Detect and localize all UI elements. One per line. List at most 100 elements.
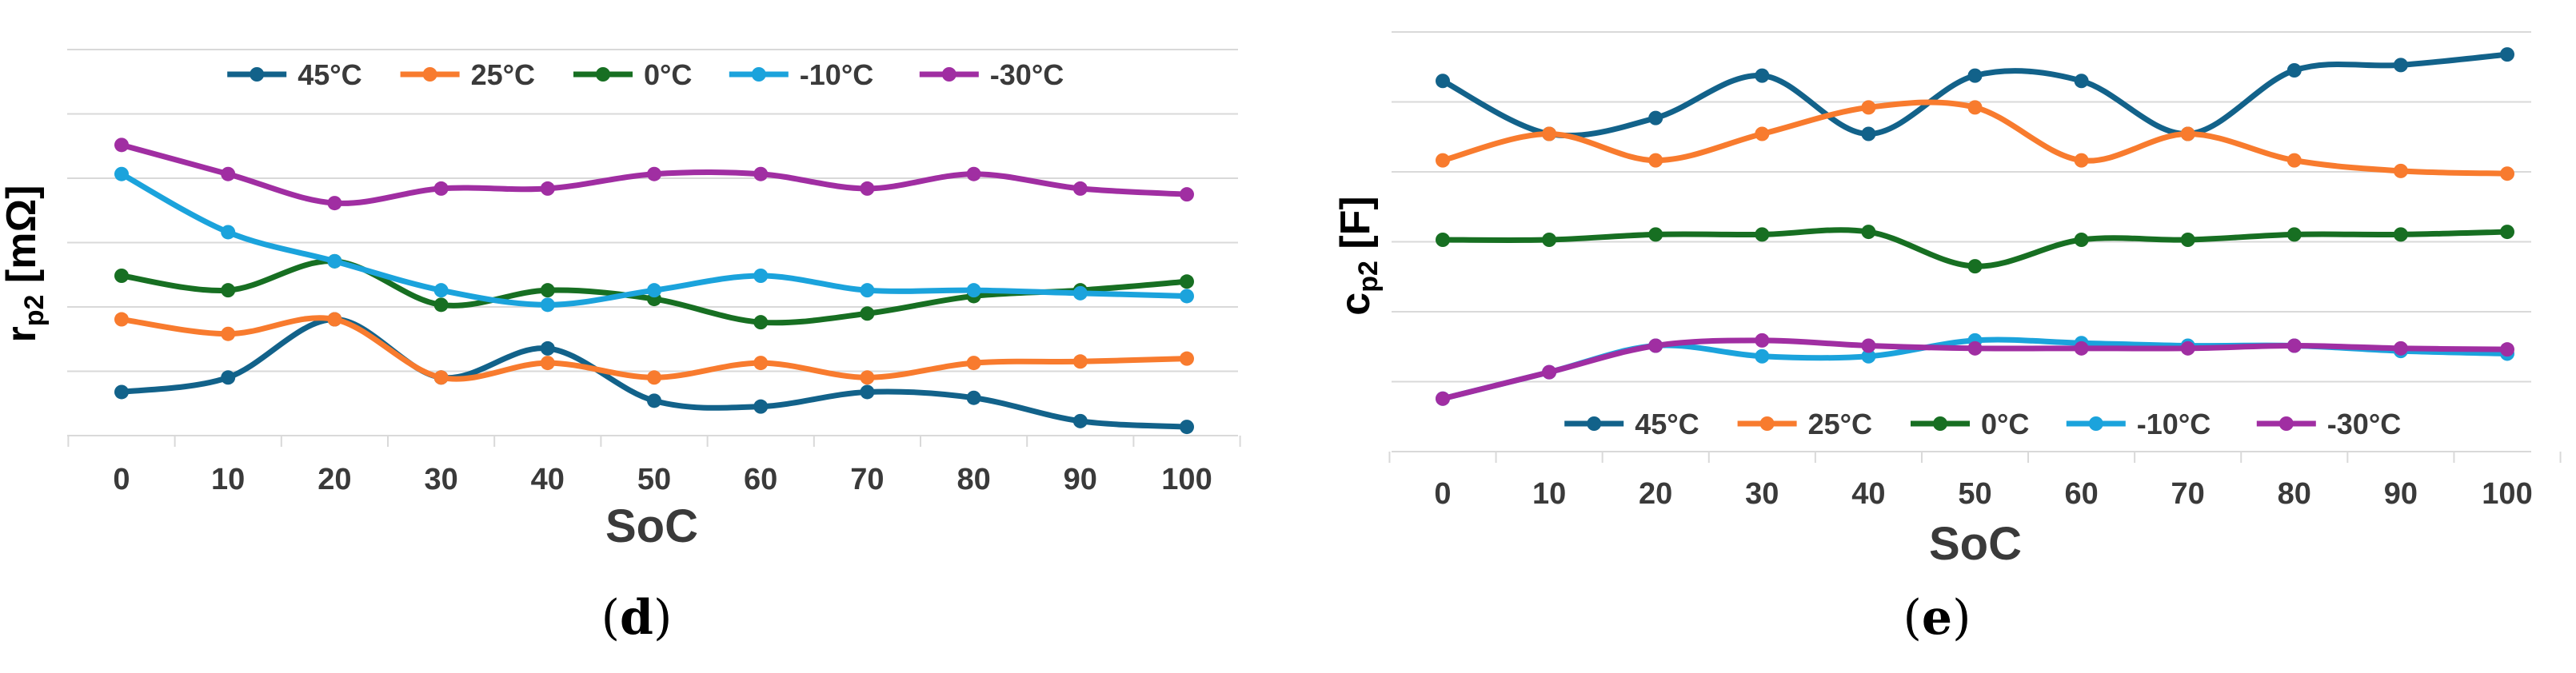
legend-label: -30°C: [2327, 408, 2401, 440]
data-point: [860, 370, 875, 385]
x-axis-ticks: [1388, 452, 2562, 463]
data-point: [221, 166, 236, 181]
data-point: [1861, 338, 1876, 353]
data-point: [860, 181, 875, 196]
data-point: [1436, 153, 1450, 168]
legend-item: -30°C: [919, 58, 1064, 91]
data-point: [2286, 227, 2302, 242]
data-point: [433, 283, 449, 298]
x-tick-label: 40: [531, 463, 565, 496]
data-point: [221, 370, 236, 385]
data-point: [221, 225, 236, 240]
legend-label: -10°C: [2137, 408, 2211, 440]
data-point: [1180, 351, 1194, 366]
data-point: [1861, 126, 1876, 141]
data-point: [1072, 181, 1088, 196]
legend-label: 25°C: [471, 58, 535, 91]
data-point: [2180, 233, 2195, 247]
chart-panel-d: 0 10 20 30 40 50 60 70 80 90 100 SoC rp2 [mΩ] 45°C 25°…: [0, 49, 1241, 552]
data-point: [540, 283, 555, 298]
data-point: [1648, 338, 1663, 353]
series-sm10: [114, 166, 1194, 313]
data-point: [2393, 227, 2408, 242]
data-point: [2500, 342, 2514, 357]
legend-label: 0°C: [1981, 408, 2029, 440]
data-point: [2393, 340, 2408, 356]
data-point: [1755, 68, 1770, 83]
data-point: [966, 283, 981, 298]
legend-label: -10°C: [800, 58, 873, 91]
x-tick-label: 50: [637, 463, 671, 496]
data-point: [1648, 110, 1663, 125]
data-point: [860, 283, 875, 298]
series-sm30: [1436, 333, 2514, 406]
legend-label: -30°C: [990, 58, 1064, 91]
x-tick-label: 20: [1639, 477, 1672, 511]
x-tick-label: 60: [744, 463, 777, 496]
data-point: [221, 283, 236, 298]
legend-label: 45°C: [1635, 408, 1699, 440]
x-tick-label: 10: [211, 463, 245, 496]
x-tick-label: 30: [424, 463, 457, 496]
x-tick-label: 70: [2171, 477, 2205, 511]
data-point: [1755, 126, 1770, 141]
data-point: [2500, 166, 2514, 181]
data-point: [860, 384, 875, 400]
data-point: [1967, 68, 1983, 83]
x-tick-label: 80: [957, 463, 990, 496]
data-point: [2286, 153, 2302, 168]
x-tick-label: 0: [1434, 477, 1451, 511]
data-point: [647, 393, 661, 408]
data-point: [433, 181, 449, 196]
data-point: [2286, 63, 2302, 78]
data-point: [966, 390, 981, 405]
data-point: [1967, 340, 1983, 356]
data-point: [433, 297, 449, 313]
legend: 45°C 25°C 0°C -10°C -30°C: [227, 58, 1064, 91]
gridlines: [1392, 31, 2531, 452]
legend-marker: [2278, 416, 2294, 431]
data-point: [1542, 126, 1557, 141]
data-point: [2074, 233, 2089, 247]
data-point: [966, 356, 981, 371]
legend-item: 0°C: [1911, 408, 2029, 440]
series-s25: [114, 312, 1194, 385]
legend-marker: [250, 67, 265, 82]
data-point: [2393, 58, 2408, 73]
legend-marker: [1759, 416, 1775, 431]
data-point: [327, 312, 342, 327]
data-point: [2393, 163, 2408, 178]
data-point: [327, 253, 342, 269]
data-point: [1072, 285, 1088, 301]
data-point: [540, 181, 555, 196]
series-sm30: [114, 137, 1194, 211]
legend-marker: [596, 67, 610, 82]
data-point: [2074, 153, 2089, 168]
data-point: [753, 356, 769, 371]
data-point: [114, 269, 129, 283]
x-tick-labels: 0 10 20 30 40 50 60 70 80 90 100: [113, 463, 1212, 496]
x-axis-label: SoC: [605, 500, 698, 552]
data-point: [1180, 420, 1194, 435]
legend-item: 45°C: [227, 58, 362, 91]
data-point: [647, 370, 661, 385]
data-point: [1967, 100, 1983, 115]
legend-marker: [941, 67, 957, 82]
x-tick-label: 50: [1958, 477, 1991, 511]
legend-label: 25°C: [1808, 408, 1872, 440]
series-s45: [1436, 47, 2514, 141]
legend-marker: [2088, 416, 2103, 431]
data-point: [1755, 348, 1770, 364]
series-line: [121, 315, 1188, 382]
data-point: [1072, 354, 1088, 369]
caption-e: (e): [1903, 590, 1971, 646]
data-point: [1180, 274, 1194, 289]
data-point: [1072, 413, 1088, 428]
data-point: [1648, 227, 1663, 242]
data-point: [1542, 364, 1557, 380]
data-point: [1436, 391, 1450, 406]
legend-marker: [751, 67, 766, 82]
x-tick-label: 100: [2482, 477, 2532, 511]
data-point: [1180, 289, 1194, 304]
